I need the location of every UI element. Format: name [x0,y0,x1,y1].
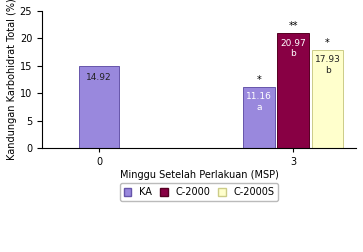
Text: 14.92: 14.92 [86,73,112,82]
Y-axis label: Kandungan Karbohidrat Total (%): Kandungan Karbohidrat Total (%) [7,0,17,161]
Bar [79,66,119,148]
Text: 11.16
a: 11.16 a [246,92,272,112]
Bar [277,33,309,148]
Text: *: * [325,38,330,48]
X-axis label: Minggu Setelah Perlakuan (MSP): Minggu Setelah Perlakuan (MSP) [119,170,278,180]
Bar [311,50,343,148]
Text: **: ** [289,21,298,32]
Text: *: * [257,75,261,85]
Text: 17.93
b: 17.93 b [315,55,340,75]
Legend: KA, C-2000, C-2000S: KA, C-2000, C-2000S [120,183,278,201]
Text: 20.97
b: 20.97 b [280,39,306,58]
Bar [243,87,275,148]
